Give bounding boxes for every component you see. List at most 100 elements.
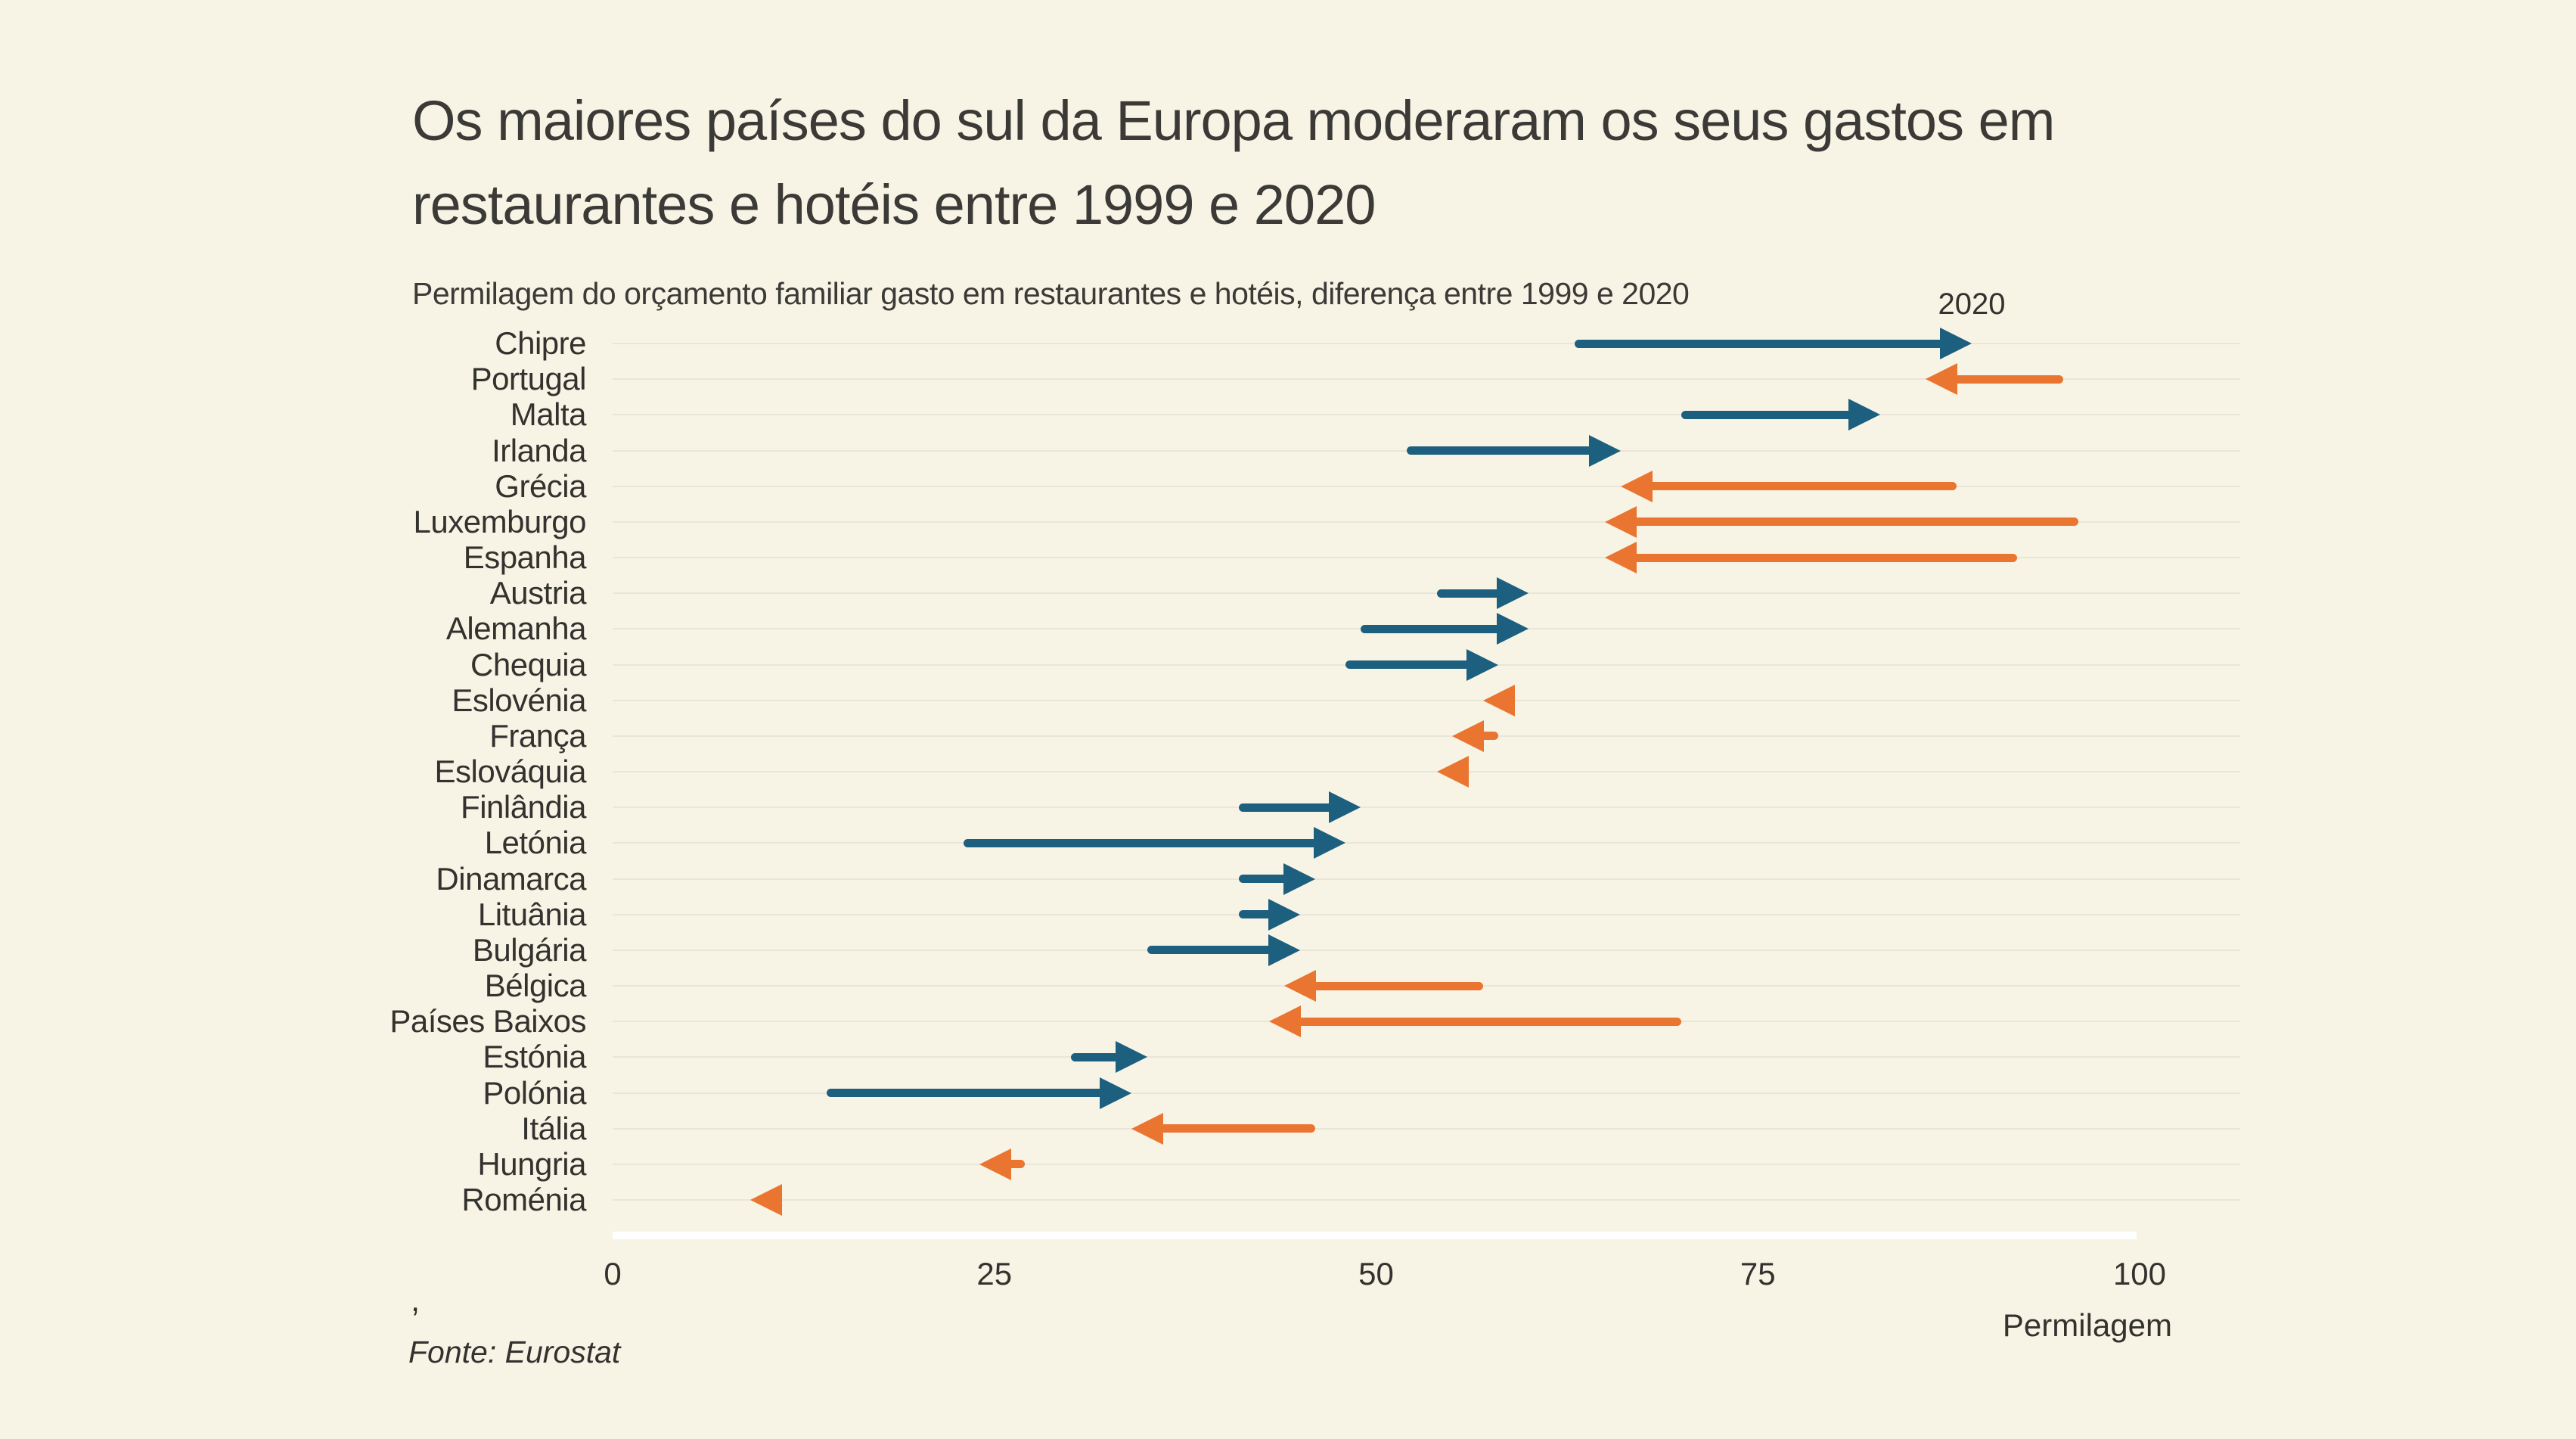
category-label: Chequia [470, 646, 586, 682]
category-label: Lituânia [477, 896, 587, 932]
arrow-body [1004, 1160, 1026, 1169]
arrow-head-left [1605, 505, 1637, 538]
arrow-body [1238, 910, 1274, 919]
arrow-body [1070, 1052, 1122, 1061]
arrow-head-left [1269, 1005, 1302, 1038]
category-label: Eslovénia [452, 682, 586, 718]
row-gridline [613, 1056, 2240, 1058]
arrow-head-right [1268, 898, 1300, 931]
source-comma: , [411, 1282, 421, 1319]
arrow-head-right [1497, 577, 1529, 610]
row-gridline [613, 343, 2240, 344]
arrow-body [1361, 624, 1504, 633]
annotation-2020-label: 2020 [1938, 287, 2006, 321]
row-gridline [613, 735, 2240, 737]
category-label: França [489, 717, 586, 754]
arrow-head-right [1283, 862, 1315, 895]
arrow-body [1345, 660, 1473, 670]
axis-baseline [613, 1232, 2137, 1239]
row-gridline [613, 1092, 2240, 1094]
arrow-body [1478, 732, 1498, 741]
arrow-body [1147, 946, 1274, 955]
arrow-body [826, 1089, 1106, 1098]
arrow-body [1406, 446, 1595, 455]
row-gridline [613, 592, 2240, 595]
arrow-body [1157, 1124, 1315, 1133]
category-label: Austria [489, 575, 587, 611]
arrow-head-left [1482, 684, 1515, 716]
arrow-head-left [1131, 1112, 1164, 1145]
arrow-head-right [1115, 1041, 1147, 1074]
chart-subtitle: Permilagem do orçamento familiar gasto e… [412, 276, 1690, 311]
category-label: Portugal [470, 361, 587, 397]
category-label: Eslováquia [434, 754, 587, 790]
source-note: Fonte: Eurostat [408, 1335, 621, 1369]
category-label: Bélgica [484, 968, 587, 1004]
row-gridline [613, 378, 2240, 381]
arrow-head-left [750, 1184, 782, 1217]
x-tick-label: 50 [1358, 1256, 1394, 1291]
arrow-head-right [1466, 648, 1499, 681]
category-label: Irlanda [492, 432, 586, 468]
row-gridline [613, 414, 2240, 416]
category-label: Bulgária [472, 931, 587, 968]
category-label: Países Baixos [390, 1003, 586, 1040]
category-label: Finlândia [461, 789, 586, 825]
category-label: Luxemburgo [413, 503, 587, 539]
arrow-head-left [1926, 363, 1958, 396]
arrow-body [1574, 339, 1946, 348]
row-gridline [613, 485, 2240, 487]
arrow-head-left [1620, 470, 1653, 502]
arrow-head-left [1605, 542, 1637, 574]
row-gridline [613, 699, 2240, 701]
category-label: Roménia [461, 1182, 586, 1218]
arrow-head-right [1848, 399, 1880, 431]
arrow-body [1951, 375, 2064, 384]
arrow-head-left [1452, 720, 1485, 752]
row-gridline [613, 842, 2240, 844]
category-label: Polónia [483, 1074, 586, 1111]
row-gridline [613, 913, 2240, 915]
arrow-body [1295, 1017, 1682, 1026]
row-gridline [613, 949, 2240, 951]
chart-title: Os maiores países do sul da Europa moder… [412, 89, 2055, 236]
category-label: Chipre [495, 325, 586, 361]
arrow-body [1646, 482, 1957, 491]
row-gridline [613, 1163, 2240, 1165]
row-gridline [613, 1199, 2240, 1201]
category-label: Letónia [484, 825, 587, 861]
arrow-body [1631, 517, 2079, 527]
arrow-body [1238, 875, 1290, 884]
arrow-head-right [1314, 827, 1346, 859]
arrow-body [1437, 589, 1504, 598]
arrow-body [1681, 410, 1854, 419]
row-gridline [613, 521, 2240, 523]
category-label: Hungria [477, 1145, 586, 1182]
arrow-head-left [979, 1148, 1011, 1180]
x-tick-label: 0 [604, 1256, 622, 1291]
x-tick-label: 25 [976, 1256, 1013, 1291]
row-gridline [613, 771, 2240, 773]
row-gridline [613, 557, 2240, 559]
arrow-head-left [1284, 970, 1317, 1002]
arrow-head-right [1268, 934, 1300, 966]
category-label: Grécia [495, 468, 586, 504]
row-gridline [613, 878, 2240, 880]
row-gridline [613, 1127, 2240, 1130]
x-tick-label: 75 [1740, 1256, 1776, 1291]
category-label: Dinamarca [436, 860, 586, 897]
arrow-head-right [1939, 328, 1972, 359]
category-label: Espanha [463, 539, 587, 576]
category-label: Malta [510, 396, 587, 433]
category-label: Itália [521, 1110, 586, 1146]
category-label: Estónia [483, 1039, 586, 1075]
x-tick-label: 100 [2112, 1256, 2167, 1291]
arrow-body [1238, 803, 1336, 812]
row-gridline [613, 807, 2240, 809]
arrow-head-left [1437, 756, 1470, 788]
x-axis-label: Permilagem [2002, 1307, 2172, 1343]
arrow-head-right [1100, 1077, 1132, 1109]
arrow-body [1310, 981, 1483, 990]
